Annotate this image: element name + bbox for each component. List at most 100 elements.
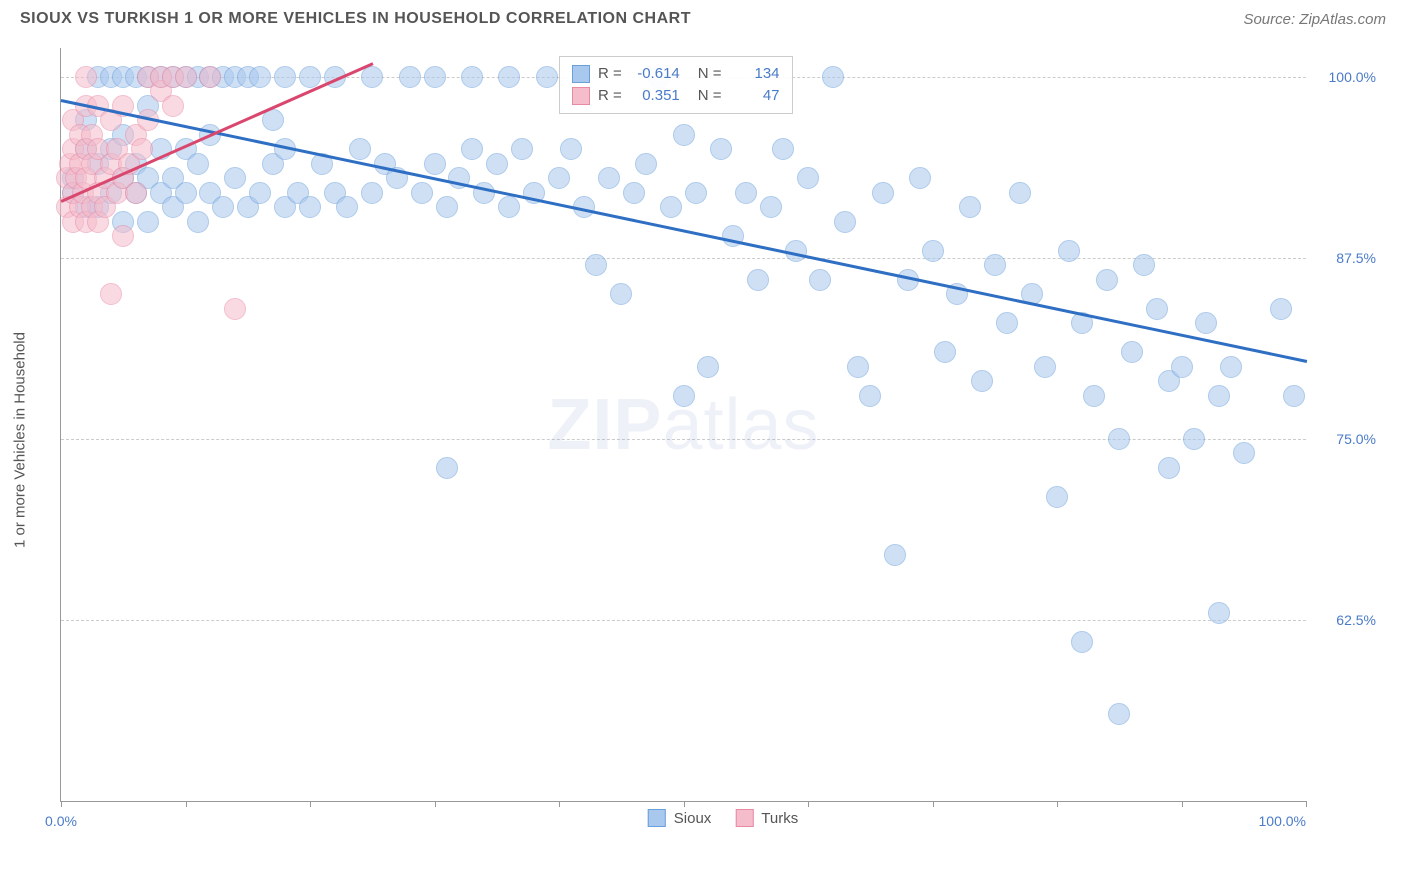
- data-point: [1270, 298, 1292, 320]
- legend-n-label: N =: [698, 87, 722, 104]
- data-point: [125, 182, 147, 204]
- data-point: [1195, 312, 1217, 334]
- data-point: [1220, 356, 1242, 378]
- data-point: [585, 254, 607, 276]
- data-point: [1158, 457, 1180, 479]
- y-tick-label: 75.0%: [1316, 431, 1376, 447]
- legend-n-label: N =: [698, 65, 722, 82]
- gridline: [61, 620, 1306, 621]
- data-point: [1171, 356, 1193, 378]
- data-point: [187, 153, 209, 175]
- data-point: [175, 182, 197, 204]
- legend-r-label: R =: [598, 65, 622, 82]
- data-point: [199, 66, 221, 88]
- y-tick-label: 87.5%: [1316, 250, 1376, 266]
- data-point: [1121, 341, 1143, 363]
- data-point: [623, 182, 645, 204]
- data-point: [984, 254, 1006, 276]
- data-point: [424, 66, 446, 88]
- data-point: [249, 182, 271, 204]
- data-point: [1283, 385, 1305, 407]
- data-point: [1046, 486, 1068, 508]
- series-name: Turks: [761, 810, 798, 827]
- data-point: [1108, 428, 1130, 450]
- y-axis-label: 1 or more Vehicles in Household: [12, 332, 29, 548]
- data-point: [1208, 602, 1230, 624]
- x-tick: [559, 801, 560, 807]
- data-point: [1146, 298, 1168, 320]
- data-point: [1096, 269, 1118, 291]
- data-point: [262, 109, 284, 131]
- data-point: [635, 153, 657, 175]
- x-tick: [933, 801, 934, 807]
- data-point: [162, 95, 184, 117]
- legend-row: R =0.351N =47: [572, 85, 780, 107]
- data-point: [436, 196, 458, 218]
- data-point: [660, 196, 682, 218]
- chart-title: SIOUX VS TURKISH 1 OR MORE VEHICLES IN H…: [20, 10, 691, 28]
- series-legend-item: Sioux: [648, 809, 712, 827]
- legend-n-value: 134: [730, 65, 780, 82]
- data-point: [100, 283, 122, 305]
- x-tick: [1057, 801, 1058, 807]
- data-point: [673, 124, 695, 146]
- chart-header: SIOUX VS TURKISH 1 OR MORE VEHICLES IN H…: [0, 0, 1406, 33]
- legend-r-value: -0.614: [630, 65, 680, 82]
- data-point: [909, 167, 931, 189]
- data-point: [697, 356, 719, 378]
- data-point: [361, 182, 383, 204]
- chart-container: 1 or more Vehicles in Household ZIPatlas…: [60, 48, 1386, 832]
- data-point: [685, 182, 707, 204]
- x-tick-label: 100.0%: [1259, 813, 1306, 829]
- data-point: [1233, 442, 1255, 464]
- data-point: [224, 167, 246, 189]
- x-tick: [808, 801, 809, 807]
- x-tick: [1306, 801, 1307, 807]
- data-point: [822, 66, 844, 88]
- data-point: [959, 196, 981, 218]
- data-point: [598, 167, 620, 189]
- data-point: [461, 66, 483, 88]
- series-name: Sioux: [674, 810, 712, 827]
- x-tick: [61, 801, 62, 807]
- correlation-legend: R = -0.614 N = 134R = 0.351 N = 47: [559, 56, 793, 114]
- data-point: [760, 196, 782, 218]
- data-point: [610, 283, 632, 305]
- data-point: [834, 211, 856, 233]
- data-point: [249, 66, 271, 88]
- data-point: [137, 211, 159, 233]
- data-point: [1133, 254, 1155, 276]
- data-point: [299, 196, 321, 218]
- data-point: [187, 211, 209, 233]
- data-point: [498, 66, 520, 88]
- data-point: [299, 66, 321, 88]
- data-point: [884, 544, 906, 566]
- legend-row: R = -0.614 N = 134: [572, 63, 780, 85]
- data-point: [673, 385, 695, 407]
- x-tick: [435, 801, 436, 807]
- data-point: [175, 66, 197, 88]
- data-point: [212, 196, 234, 218]
- series-legend-item: Turks: [735, 809, 798, 827]
- data-point: [922, 240, 944, 262]
- data-point: [361, 66, 383, 88]
- data-point: [1083, 385, 1105, 407]
- x-tick: [684, 801, 685, 807]
- data-point: [996, 312, 1018, 334]
- x-tick: [1182, 801, 1183, 807]
- data-point: [436, 457, 458, 479]
- data-point: [336, 196, 358, 218]
- data-point: [1183, 428, 1205, 450]
- legend-swatch: [648, 809, 666, 827]
- data-point: [859, 385, 881, 407]
- data-point: [1208, 385, 1230, 407]
- data-point: [560, 138, 582, 160]
- y-tick-label: 100.0%: [1316, 69, 1376, 85]
- data-point: [274, 66, 296, 88]
- data-point: [131, 138, 153, 160]
- x-tick-label: 0.0%: [45, 813, 77, 829]
- legend-r-value: 0.351: [630, 87, 680, 104]
- legend-n-value: 47: [730, 87, 780, 104]
- legend-swatch: [572, 65, 590, 83]
- legend-swatch: [735, 809, 753, 827]
